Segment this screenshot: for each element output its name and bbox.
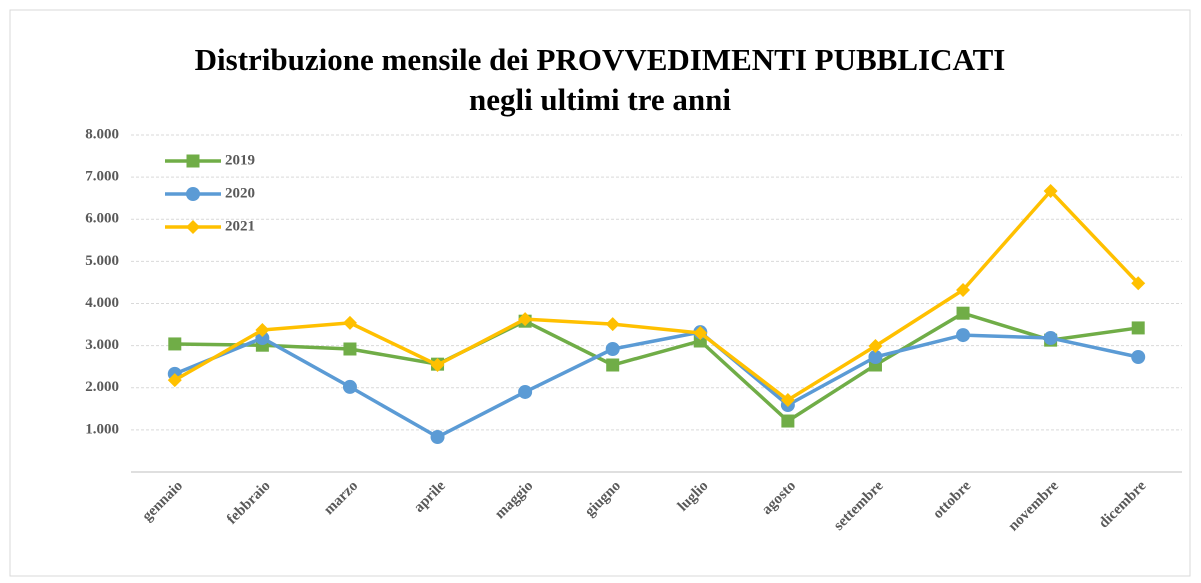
- chart-title: Distribuzione mensile dei PROVVEDIMENTI …: [195, 42, 1006, 77]
- marker: [518, 384, 533, 399]
- y-tick-label: 5.000: [85, 253, 119, 269]
- marker: [868, 349, 883, 364]
- y-tick-label: 2.000: [85, 379, 119, 395]
- marker: [605, 317, 620, 332]
- y-tick-label: 4.000: [85, 295, 119, 311]
- marker: [186, 187, 200, 201]
- y-tick-label: 7.000: [85, 169, 119, 185]
- y-tick-label: 3.000: [85, 337, 119, 353]
- series-line: [173, 189, 1140, 402]
- y-tick-label: 8.000: [85, 126, 119, 142]
- marker: [167, 373, 182, 388]
- legend-label: 2021: [225, 218, 255, 234]
- series-line: [174, 330, 1139, 439]
- chart-frame: [9, 9, 1191, 577]
- marker: [780, 392, 795, 407]
- marker: [1043, 184, 1058, 199]
- marker: [1131, 276, 1146, 291]
- marker: [255, 323, 270, 338]
- y-tick-label: 1.000: [85, 421, 119, 437]
- marker: [343, 342, 357, 356]
- marker: [868, 339, 883, 354]
- y-tick-label: 6.000: [85, 211, 119, 227]
- marker: [186, 154, 200, 168]
- marker: [956, 328, 971, 343]
- marker: [1131, 321, 1145, 335]
- chart-title: negli ultimi tre anni: [469, 82, 731, 117]
- marker: [186, 220, 200, 234]
- marker: [956, 306, 970, 320]
- marker: [1131, 349, 1146, 364]
- marker: [430, 358, 445, 373]
- marker: [956, 283, 971, 298]
- marker: [605, 341, 620, 356]
- marker: [168, 337, 182, 351]
- marker: [342, 379, 357, 394]
- marker: [781, 414, 795, 428]
- legend-label: 2020: [225, 185, 255, 201]
- marker: [430, 430, 445, 445]
- marker: [518, 312, 533, 327]
- series-line: [174, 311, 1139, 423]
- legend-label: 2019: [225, 152, 255, 168]
- marker: [1043, 331, 1058, 346]
- marker: [606, 358, 620, 372]
- marker: [255, 331, 270, 346]
- marker: [342, 315, 357, 330]
- marker: [693, 325, 708, 340]
